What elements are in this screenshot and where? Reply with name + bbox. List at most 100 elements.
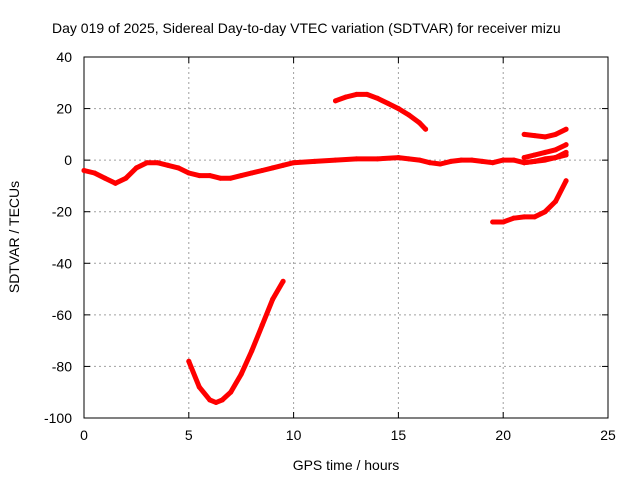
data-point — [437, 161, 443, 167]
data-point — [186, 358, 192, 364]
data-point — [395, 106, 401, 112]
data-point — [542, 209, 548, 215]
y-tick-label: 0 — [64, 152, 72, 168]
data-point — [448, 158, 454, 164]
data-point — [364, 91, 370, 97]
data-point — [333, 98, 339, 104]
data-point — [280, 162, 286, 168]
data-point — [532, 158, 538, 164]
data-point — [521, 160, 527, 166]
data-point — [112, 180, 118, 186]
data-point — [123, 175, 129, 181]
x-tick-label: 20 — [495, 427, 511, 443]
data-point — [228, 389, 234, 395]
data-point — [423, 126, 429, 132]
data-point — [416, 157, 422, 163]
data-point — [563, 126, 569, 132]
data-point — [542, 134, 548, 140]
data-point — [532, 152, 538, 158]
data-point — [511, 215, 517, 221]
data-point — [291, 160, 297, 166]
y-axis-label: SDTVAR / TECUs — [6, 181, 22, 293]
series-arc-deep-dip — [186, 278, 286, 405]
data-point — [207, 397, 213, 403]
data-point — [563, 178, 569, 184]
data-point — [270, 165, 276, 171]
y-axis-ticks: 40 20 0 -20 -40 -60 -80 -100 — [44, 49, 608, 426]
data-point — [532, 214, 538, 220]
data-point — [553, 155, 559, 161]
data-point — [374, 95, 380, 101]
data-point — [406, 156, 412, 162]
data-point — [553, 147, 559, 153]
data-point — [102, 175, 108, 181]
x-tick-label: 15 — [391, 427, 407, 443]
data-point — [521, 131, 527, 137]
data-point — [563, 142, 569, 148]
data-point — [542, 156, 548, 162]
gridlines — [84, 57, 608, 418]
data-point — [395, 155, 401, 161]
data-point — [542, 149, 548, 155]
data-point — [217, 175, 223, 181]
data-point — [353, 91, 359, 97]
x-axis-label: GPS time / hours — [293, 457, 400, 473]
data-series — [81, 91, 569, 406]
data-point — [259, 167, 265, 173]
x-tick-label: 5 — [185, 427, 193, 443]
series-arc-upper-hump — [333, 91, 429, 132]
data-point — [154, 160, 160, 166]
data-point — [458, 157, 464, 163]
data-point — [312, 158, 318, 164]
x-tick-label: 25 — [600, 427, 616, 443]
y-tick-label: 40 — [56, 49, 72, 65]
data-point — [490, 219, 496, 225]
data-point — [207, 173, 213, 179]
x-tick-label: 10 — [286, 427, 302, 443]
plot-frame — [83, 56, 609, 419]
data-point — [196, 173, 202, 179]
data-point — [144, 160, 150, 166]
data-point — [228, 175, 234, 181]
data-point — [532, 133, 538, 139]
data-point — [521, 214, 527, 220]
data-point — [563, 149, 569, 155]
data-point — [249, 170, 255, 176]
data-point — [165, 162, 171, 168]
data-point — [280, 278, 286, 284]
y-tick-label: 20 — [56, 101, 72, 117]
series-main-band — [81, 152, 569, 186]
data-point — [406, 112, 412, 118]
y-tick-label: -40 — [52, 255, 72, 271]
data-point — [353, 156, 359, 162]
data-point — [333, 157, 339, 163]
data-point — [553, 198, 559, 204]
data-point — [553, 131, 559, 137]
data-point — [175, 165, 181, 171]
x-axis-ticks: 0 5 10 15 20 25 — [80, 57, 616, 443]
data-point — [479, 158, 485, 164]
y-tick-label: -80 — [52, 358, 72, 374]
data-point — [81, 167, 87, 173]
data-point — [416, 120, 422, 126]
data-point — [511, 157, 517, 163]
data-point — [249, 348, 255, 354]
y-tick-label: -60 — [52, 307, 72, 323]
data-point — [270, 296, 276, 302]
chart-title: Day 019 of 2025, Sidereal Day-to-day VTE… — [52, 20, 561, 36]
data-point — [238, 371, 244, 377]
data-point — [469, 157, 475, 163]
y-tick-label: -20 — [52, 204, 72, 220]
y-tick-label: -100 — [44, 410, 72, 426]
data-point — [521, 155, 527, 161]
data-point — [259, 322, 265, 328]
data-point — [427, 160, 433, 166]
data-point — [500, 157, 506, 163]
data-point — [213, 400, 219, 406]
data-point — [374, 156, 380, 162]
data-point — [186, 170, 192, 176]
x-tick-label: 0 — [80, 427, 88, 443]
data-point — [343, 94, 349, 100]
data-point — [91, 170, 97, 176]
